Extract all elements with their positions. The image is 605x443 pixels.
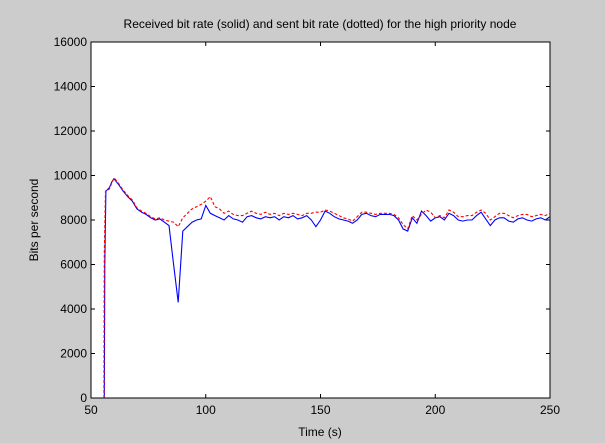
x-tick-label: 200 [425, 403, 445, 417]
y-tick-label: 2000 [60, 347, 87, 361]
y-tick-label: 0 [80, 391, 87, 405]
series-line-sent [103, 176, 551, 399]
x-tick-label: 50 [84, 403, 98, 417]
x-tick-label: 100 [196, 403, 216, 417]
axis-ticks: 50 100 150 200 250 0 2000 4000 6000 8000 10000 1200… [54, 35, 561, 417]
chart-title: Received bit rate (solid) and sent bit r… [124, 17, 517, 31]
y-tick-label: 10000 [54, 169, 88, 183]
y-tick-label: 16000 [54, 35, 88, 49]
series-line-received [103, 177, 551, 399]
series-group [103, 176, 551, 399]
y-tick-label: 12000 [54, 124, 88, 138]
x-axis-label: Time (s) [298, 425, 342, 439]
y-axis-label: Bits per second [27, 179, 41, 262]
y-tick-label: 6000 [60, 258, 87, 272]
x-tick-label: 250 [540, 403, 560, 417]
x-tick-label: 150 [310, 403, 330, 417]
y-tick-label: 8000 [60, 213, 87, 227]
y-tick-label: 14000 [54, 80, 88, 94]
y-tick-label: 4000 [60, 302, 87, 316]
